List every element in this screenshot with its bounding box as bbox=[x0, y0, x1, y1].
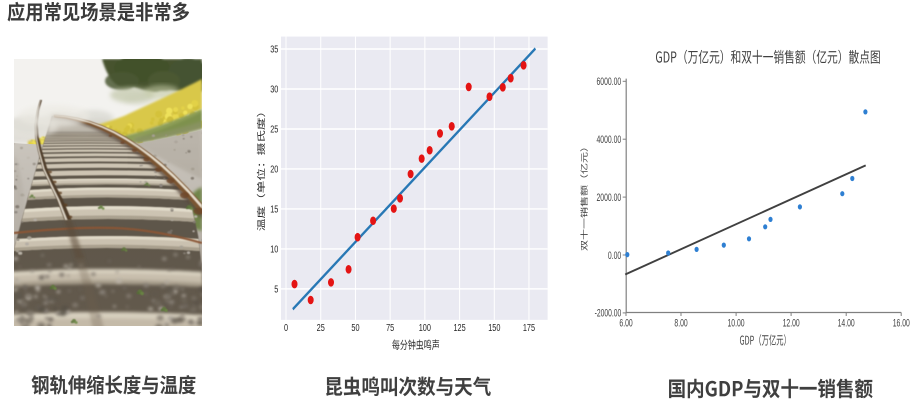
svg-text:125: 125 bbox=[453, 322, 465, 334]
svg-text:175: 175 bbox=[523, 322, 535, 334]
svg-text:30: 30 bbox=[270, 83, 278, 95]
svg-text:25: 25 bbox=[317, 322, 325, 334]
svg-text:0: 0 bbox=[284, 322, 288, 334]
svg-text:35: 35 bbox=[270, 43, 278, 55]
svg-text:6.00: 6.00 bbox=[619, 317, 632, 329]
svg-text:50: 50 bbox=[351, 322, 359, 334]
svg-text:8.00: 8.00 bbox=[674, 317, 687, 329]
svg-text:100: 100 bbox=[419, 322, 431, 334]
svg-text:12.00: 12.00 bbox=[783, 317, 800, 329]
svg-text:-2000.00: -2000.00 bbox=[595, 308, 622, 320]
svg-text:2000.00: 2000.00 bbox=[597, 192, 622, 204]
svg-text:75: 75 bbox=[386, 322, 394, 334]
svg-text:15: 15 bbox=[270, 203, 278, 215]
svg-text:0.00: 0.00 bbox=[608, 250, 621, 262]
svg-text:5: 5 bbox=[274, 283, 278, 295]
svg-text:25: 25 bbox=[270, 123, 278, 135]
svg-text:16.00: 16.00 bbox=[893, 317, 910, 329]
svg-text:14.00: 14.00 bbox=[838, 317, 855, 329]
svg-text:150: 150 bbox=[488, 322, 500, 334]
svg-text:6000.00: 6000.00 bbox=[597, 76, 622, 88]
svg-text:10.00: 10.00 bbox=[728, 317, 745, 329]
svg-text:20: 20 bbox=[270, 163, 278, 175]
svg-text:4000.00: 4000.00 bbox=[597, 134, 622, 146]
svg-text:10: 10 bbox=[270, 243, 278, 255]
